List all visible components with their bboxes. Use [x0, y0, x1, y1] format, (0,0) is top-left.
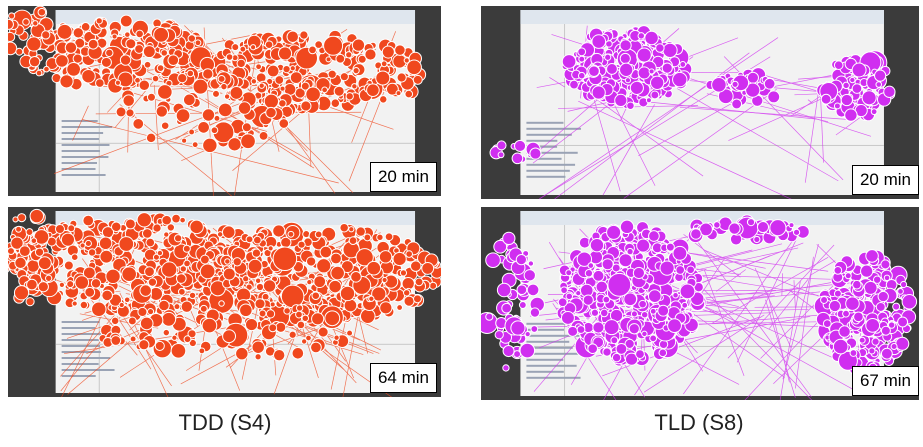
gaze-plot-tld-67 — [481, 211, 918, 400]
gaze-plot-tdd-64 — [8, 208, 441, 397]
caption-tld: TLD (S8) — [654, 410, 744, 435]
time-label-tld-67: 67 min — [851, 366, 919, 396]
heatmap-panel-tdd-20: 20 min — [8, 6, 441, 196]
time-label-tdd-64: 64 min — [369, 363, 437, 393]
fixation-markers — [489, 25, 896, 165]
caption-tdd: TDD (S4) — [178, 410, 272, 435]
heatmap-panel-tld-20: 20 min — [481, 6, 919, 199]
fixation-markers — [8, 208, 441, 362]
fixation-markers — [8, 6, 427, 154]
gaze-plot-tdd-20 — [8, 6, 427, 196]
time-label-tdd-20: 20 min — [369, 162, 437, 192]
heatmap-panel-tld-67: 67 min — [481, 207, 919, 400]
gaze-plot-tld-20 — [489, 10, 896, 199]
heatmap-panel-tdd-64: 64 min — [8, 207, 441, 397]
time-label-tld-20: 20 min — [851, 165, 919, 195]
fixation-markers — [481, 214, 918, 377]
